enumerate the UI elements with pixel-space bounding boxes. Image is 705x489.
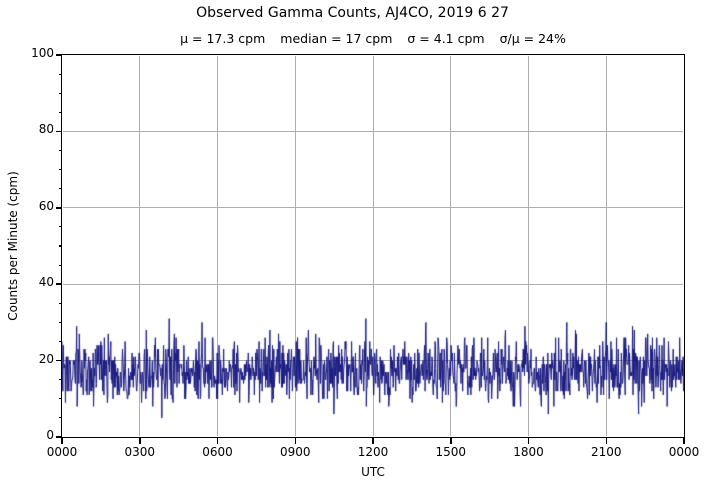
x-major-tick — [527, 437, 530, 444]
y-minor-tick — [58, 264, 62, 266]
x-tick-label: 1200 — [357, 445, 389, 459]
y-minor-tick — [58, 245, 62, 247]
x-major-tick — [139, 437, 141, 444]
x-tick-label: 0000 — [668, 445, 700, 459]
y-major-tick — [55, 54, 62, 56]
y-minor-tick — [58, 417, 62, 419]
x-tick-label: 0000 — [46, 445, 78, 459]
y-minor-tick — [58, 398, 62, 400]
y-minor-tick — [58, 379, 62, 381]
y-minor-tick — [58, 92, 62, 94]
y-major-tick — [55, 436, 62, 438]
stat-sigma-over-mu: σ/μ = 24% — [499, 31, 566, 46]
y-tick-label: 60 — [38, 198, 54, 213]
y-minor-tick — [58, 321, 62, 323]
y-minor-tick — [58, 111, 62, 113]
y-minor-tick — [58, 302, 62, 304]
data-series-canvas — [62, 55, 684, 437]
x-tick-label: 2100 — [590, 445, 622, 459]
x-major-tick — [61, 437, 63, 444]
x-tick-label: 1800 — [513, 445, 544, 459]
y-minor-tick — [58, 169, 62, 171]
y-major-tick — [55, 283, 62, 285]
x-tick-label: 0600 — [202, 445, 233, 459]
x-major-tick — [605, 437, 607, 444]
x-tick-label: 0300 — [124, 445, 156, 459]
y-tick-label: 40 — [38, 275, 54, 290]
y-axis-label: Counts per Minute (cpm) — [6, 171, 20, 321]
chart-title: Observed Gamma Counts, AJ4CO, 2019 6 27 — [196, 5, 509, 21]
stat-mean: μ = 17.3 cpm — [180, 31, 266, 46]
stat-sigma: σ = 4.1 cpm — [407, 31, 485, 46]
x-major-tick — [683, 437, 685, 444]
x-major-tick — [294, 437, 296, 444]
y-tick-label: 0 — [46, 428, 54, 442]
x-major-tick — [372, 437, 374, 444]
x-tick-label: 1500 — [435, 445, 467, 459]
y-tick-label: 20 — [38, 351, 54, 366]
x-axis-label: UTC — [361, 465, 385, 479]
y-major-tick — [55, 130, 62, 133]
y-minor-tick — [58, 226, 62, 228]
y-minor-tick — [58, 188, 62, 190]
y-major-tick — [55, 207, 62, 209]
y-tick-label: 80 — [38, 122, 54, 137]
y-tick-label: 100 — [31, 46, 54, 60]
x-tick-label: 0900 — [279, 445, 311, 459]
y-minor-tick — [58, 149, 62, 152]
x-major-tick — [216, 437, 219, 444]
chart-stats-subtitle: μ = 17.3 cpm median = 17 cpm σ = 4.1 cpm… — [62, 30, 684, 47]
y-major-tick — [55, 359, 62, 362]
y-minor-tick — [58, 340, 62, 343]
x-major-tick — [450, 437, 452, 444]
y-minor-tick — [58, 73, 62, 75]
stat-median: median = 17 cpm — [280, 31, 393, 46]
